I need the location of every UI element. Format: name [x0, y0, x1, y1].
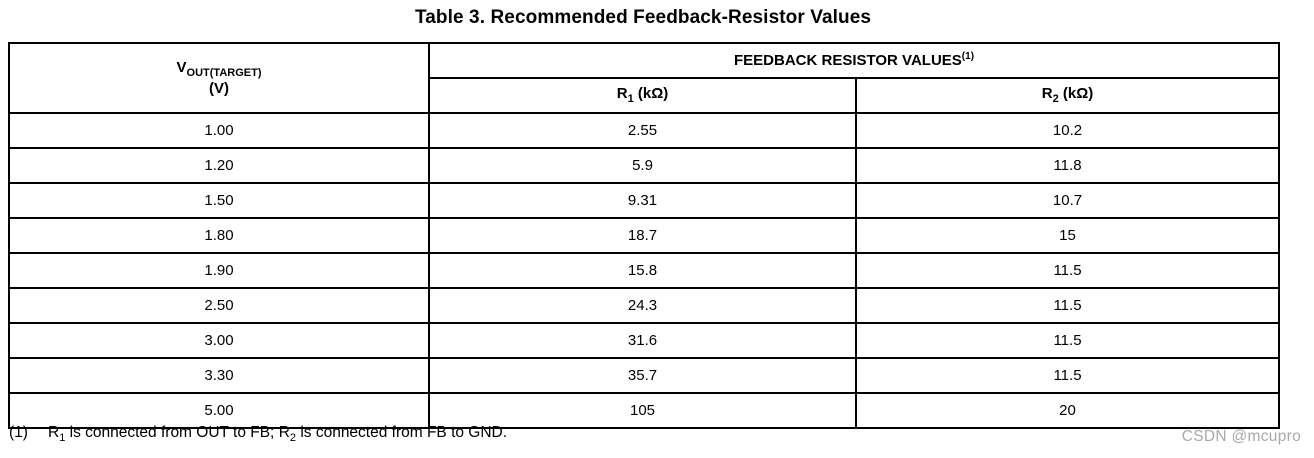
vout-cell: 5.00: [8, 392, 430, 429]
feedback-values-group-header-cell: FEEDBACK RESISTOR VALUES(1): [427, 42, 1281, 79]
r2-header-cell: R2 (kΩ): [854, 77, 1281, 114]
vout-cell: 3.30: [8, 357, 430, 394]
footnote-r2-subscript: 2: [289, 432, 297, 445]
vout-subscript: OUT(TARGET): [186, 67, 262, 80]
vout-cell: 2.50: [8, 287, 430, 324]
table-row: 1.80 18.7 15: [8, 217, 1281, 254]
r2-cell: 11.5: [854, 252, 1281, 289]
table-title: Table 3. Recommended Feedback-Resistor V…: [414, 7, 872, 28]
footnote-r2-symbol: R: [278, 424, 290, 441]
r2-cell: 11.5: [854, 287, 1281, 324]
r2-subscript: 2: [1052, 93, 1059, 106]
footnote-ref: (1): [961, 50, 975, 62]
r1-symbol: R: [616, 85, 628, 103]
footnote-text: R1 is connected from OUT to FB; R2 is co…: [48, 424, 507, 444]
r1-cell: 35.7: [428, 357, 857, 394]
r2-cell: 11.8: [854, 147, 1281, 184]
r1-subscript: 1: [627, 93, 634, 106]
table-row: 1.20 5.9 11.8: [8, 147, 1281, 184]
table-row: 3.00 31.6 11.5: [8, 322, 1281, 359]
header-row-2: R1 (kΩ) R2 (kΩ): [9, 77, 1281, 114]
table-row: 1.00 2.55 10.2: [8, 112, 1281, 149]
vout-cell: 1.50: [8, 182, 430, 219]
watermark: CSDN @mcupro: [1181, 428, 1301, 445]
footnote-text-after-r2: is connected from FB to GND.: [296, 424, 508, 441]
r1-cell: 5.9: [428, 147, 857, 184]
feedback-resistor-table: VOUT(TARGET) (V) FEEDBACK RESISTOR VALUE…: [8, 42, 1281, 429]
table-row: 5.00 105 20: [8, 392, 1281, 429]
r2-symbol: R: [1041, 85, 1053, 103]
r1-unit: (kΩ): [633, 85, 669, 103]
r1-cell: 15.8: [428, 252, 857, 289]
group-label: FEEDBACK RESISTOR VALUES: [733, 51, 962, 69]
footnote-text-after-r1: is connected from OUT to FB;: [65, 424, 279, 441]
vout-unit: (V): [209, 79, 229, 97]
table-row: 1.90 15.8 11.5: [8, 252, 1281, 289]
r1-cell: 24.3: [428, 287, 857, 324]
table-row: 2.50 24.3 11.5: [8, 287, 1281, 324]
r1-cell: 105: [428, 392, 857, 429]
footnote: (1) R1 is connected from OUT to FB; R2 i…: [9, 424, 507, 444]
r2-cell: 15: [854, 217, 1281, 254]
r1-header-cell: R1 (kΩ): [428, 77, 857, 114]
r1-cell: 31.6: [428, 322, 857, 359]
table-row: 1.50 9.31 10.7: [8, 182, 1281, 219]
vout-cell: 1.80: [8, 217, 430, 254]
vout-cell: 3.00: [8, 322, 430, 359]
footnote-r1-subscript: 1: [59, 432, 66, 445]
vout-cell: 1.20: [8, 147, 430, 184]
header-row-1: VOUT(TARGET) (V) FEEDBACK RESISTOR VALUE…: [8, 42, 1281, 114]
table-row: 3.30 35.7 11.5: [8, 357, 1281, 394]
r1-cell: 9.31: [428, 182, 857, 219]
r2-cell: 11.5: [854, 357, 1281, 394]
vout-target-header-cell: VOUT(TARGET) (V): [8, 42, 430, 114]
table-body: 1.00 2.55 10.2 1.20 5.9 11.8 1.50 9.31 1…: [8, 112, 1281, 429]
r2-cell: 20: [854, 392, 1281, 429]
r1-cell: 18.7: [428, 217, 857, 254]
vout-cell: 1.00: [8, 112, 430, 149]
r2-unit: (kΩ): [1058, 85, 1094, 103]
footnote-marker: (1): [9, 424, 28, 441]
r1-cell: 2.55: [428, 112, 857, 149]
table-header: VOUT(TARGET) (V) FEEDBACK RESISTOR VALUE…: [8, 42, 1281, 114]
vout-symbol: V: [176, 59, 187, 77]
vout-cell: 1.90: [8, 252, 430, 289]
r2-cell: 10.7: [854, 182, 1281, 219]
footnote-r1-symbol: R: [48, 424, 60, 441]
r2-cell: 11.5: [854, 322, 1281, 359]
r2-cell: 10.2: [854, 112, 1281, 149]
